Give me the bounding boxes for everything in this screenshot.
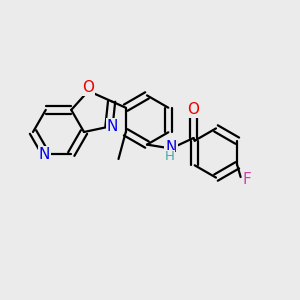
Text: H: H bbox=[165, 150, 174, 163]
Text: N: N bbox=[39, 147, 50, 162]
Text: O: O bbox=[82, 80, 94, 95]
Text: O: O bbox=[188, 102, 200, 117]
Text: F: F bbox=[243, 172, 252, 188]
Text: N: N bbox=[107, 119, 118, 134]
Text: N: N bbox=[165, 140, 177, 154]
